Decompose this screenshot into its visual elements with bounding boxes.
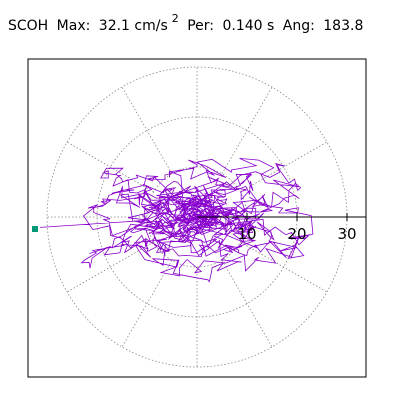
period-value: 0.140 s xyxy=(222,17,275,34)
angle-label: Ang: xyxy=(282,17,315,34)
max-label: Max: xyxy=(56,17,91,34)
max-value-number: 32.1 cm/s xyxy=(98,17,168,34)
grid-spoke-120 xyxy=(121,86,173,174)
radial-tick-label-30: 30 xyxy=(337,225,356,243)
grid-spoke-30 xyxy=(240,141,328,193)
grid-spoke-330 xyxy=(240,241,328,293)
radial-tick-label-20: 20 xyxy=(287,225,306,243)
angle-value: 183.8 xyxy=(323,17,364,34)
plot-header: SCOH Max: 32.1 cm/s 2 Per: 0.140 s Ang: 1… xyxy=(8,12,367,34)
max-value: 32.1 cm/s 2 xyxy=(98,12,179,34)
radial-axis: 10 20 30 xyxy=(197,213,366,243)
plot-frame xyxy=(27,58,367,378)
grid-spoke-60 xyxy=(221,86,273,174)
start-marker xyxy=(32,226,38,232)
trace-path xyxy=(40,158,314,283)
grid-spoke-300 xyxy=(221,260,273,348)
grid-spoke-150 xyxy=(66,141,154,193)
motion-trace xyxy=(40,158,314,283)
grid-spoke-210 xyxy=(66,241,154,293)
period-label: Per: xyxy=(187,17,215,34)
radial-tick-label-10: 10 xyxy=(237,225,256,243)
max-unit-power: 2 xyxy=(171,12,179,25)
station-code: SCOH xyxy=(8,17,49,34)
grid-spoke-240 xyxy=(121,260,173,348)
